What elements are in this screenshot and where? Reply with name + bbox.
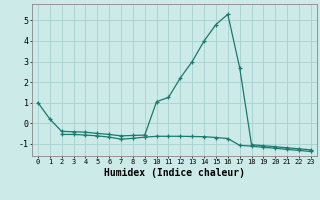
X-axis label: Humidex (Indice chaleur): Humidex (Indice chaleur) [104, 168, 245, 178]
